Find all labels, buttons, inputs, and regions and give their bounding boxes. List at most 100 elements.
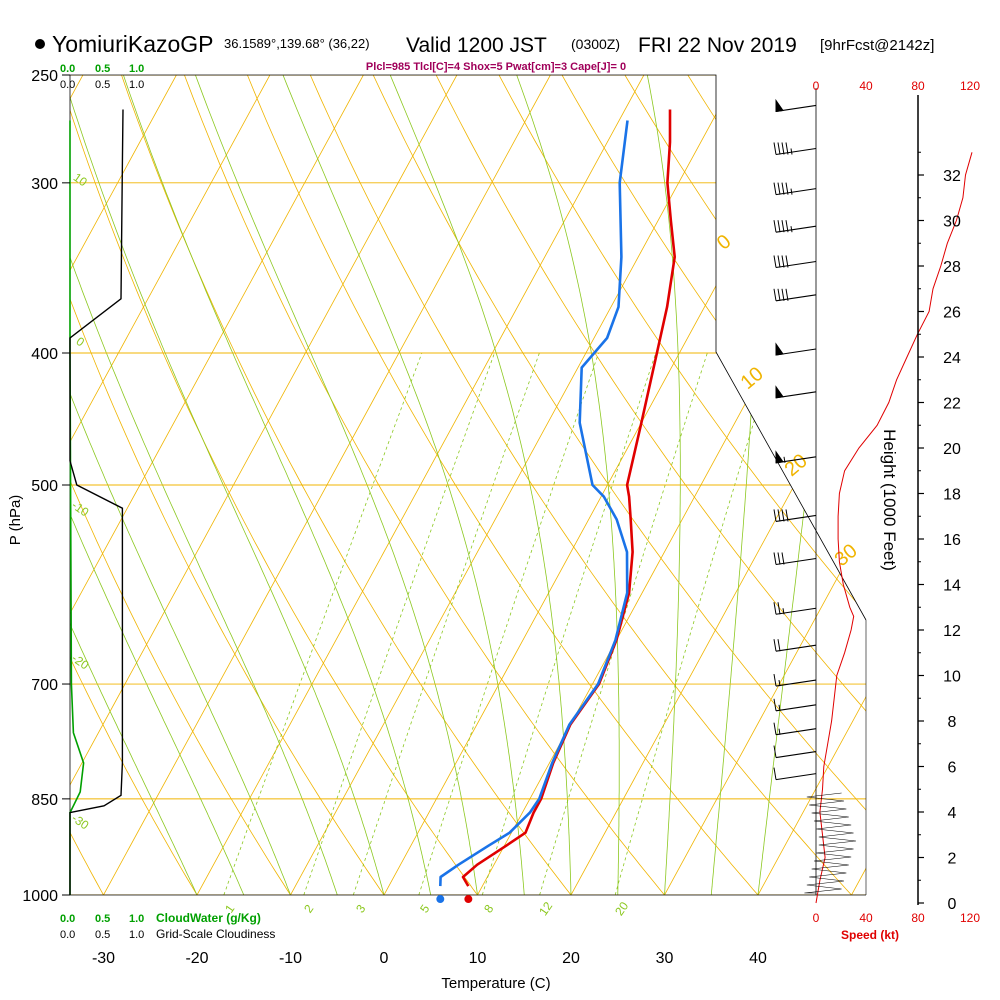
- wind-barb: [773, 552, 817, 566]
- wind-barb: [773, 142, 817, 156]
- cloudiness-tick-bottom: 0.5: [95, 929, 110, 941]
- speed-tick-top: 120: [960, 79, 980, 93]
- dry-adiabat-label: 30: [831, 540, 862, 571]
- moist-adiabat-label: 10: [71, 170, 90, 189]
- low-level-wind-trace: [804, 792, 857, 894]
- height-tick-label: 4: [948, 805, 957, 822]
- moist-adiabat: [70, 75, 385, 895]
- height-tick-label: 0: [948, 896, 957, 913]
- wind-barb-half: [778, 728, 781, 735]
- wind-barb-shaft: [775, 557, 817, 566]
- moist-adiabat-label: 0: [74, 334, 88, 349]
- wind-barb-flag: [775, 450, 784, 464]
- moist-adiabat-label: -10: [69, 498, 92, 520]
- wind-barb: [773, 288, 817, 302]
- wind-barb-full: [785, 220, 789, 233]
- temperature-tick-label: -20: [185, 950, 208, 967]
- header-valid: Valid 1200 JST: [406, 34, 547, 57]
- dry-adiabat: [299, 75, 866, 895]
- mixing-ratio-line: [539, 352, 708, 895]
- temperature-tick-label: 30: [656, 950, 674, 967]
- wind-barb-half: [790, 188, 793, 195]
- isotherm: [851, 75, 866, 895]
- dewpoint-profile: [439, 120, 629, 887]
- wind-barb-full: [777, 639, 781, 652]
- wind-barb-full: [777, 552, 781, 565]
- dry-adiabat: [0, 51, 25, 924]
- isotherm: [757, 75, 866, 895]
- dry-adiabat-label: 10: [737, 363, 768, 394]
- height-tick-label: 32: [943, 168, 961, 185]
- wind-barb-full: [777, 602, 781, 615]
- speed-tick-bottom: 80: [911, 911, 925, 925]
- wind-barb-full: [773, 220, 777, 233]
- wind-barb: [773, 220, 817, 233]
- temperature-tick-label: 40: [749, 950, 767, 967]
- pressure-tick-label: 700: [31, 677, 58, 694]
- surface-temperature-dot: [464, 895, 473, 904]
- isotherm: [70, 75, 177, 895]
- isotherm: [70, 75, 271, 895]
- speed-tick-bottom: 0: [813, 911, 820, 925]
- speed-axis-title: Speed (kt): [841, 928, 899, 942]
- wind-barb-full: [773, 745, 777, 758]
- dry-adiabat: [70, 75, 405, 895]
- wind-barb-full: [781, 509, 785, 522]
- wind-barb-full: [773, 182, 777, 195]
- wind-barb-full: [785, 288, 789, 301]
- wind-barb-shaft: [775, 644, 817, 652]
- cloudiness-tick-bottom: 1.0: [129, 929, 144, 941]
- wind-barb-shaft: [775, 704, 817, 712]
- wind-barb-flag: [775, 98, 784, 113]
- wind-barb-full: [773, 142, 777, 155]
- wind-barb-half: [790, 226, 793, 233]
- cloudiness-title: Grid-Scale Cloudiness: [156, 927, 275, 941]
- wind-barb: [773, 673, 817, 687]
- speed-tick-top: 80: [911, 79, 925, 93]
- height-tick-label: 24: [943, 350, 961, 367]
- pressure-tick-label: 300: [31, 176, 58, 193]
- wind-barb-shaft: [775, 607, 817, 615]
- wind-barb-full: [773, 509, 777, 522]
- height-tick-label: 16: [943, 532, 961, 549]
- dry-adiabat: [70, 75, 121, 895]
- wind-barb-full: [773, 602, 777, 615]
- mixing-ratio-label: 2: [301, 902, 316, 916]
- header-date: FRI 22 Nov 2019: [638, 34, 797, 57]
- wind-barb-flag: [775, 385, 784, 399]
- wind-barb: [773, 698, 817, 712]
- wind-barb-full: [781, 142, 785, 155]
- wind-barb-shaft: [775, 679, 817, 687]
- cloud-water-tick-top: 0.0: [60, 63, 75, 75]
- height-tick-label: 18: [943, 487, 961, 504]
- height-axis-title: Height (1000 Feet): [880, 429, 899, 571]
- wind-barb-full: [785, 255, 789, 268]
- speed-tick-top: 40: [859, 79, 873, 93]
- wind-barb-full: [773, 673, 777, 687]
- dry-adiabat: [175, 75, 689, 895]
- wind-barb: [773, 182, 817, 196]
- wind-barb-shaft: [775, 514, 817, 523]
- cloudiness-line: [69, 109, 124, 895]
- mixing-ratio-line: [418, 352, 599, 895]
- temperature-tick-label: 20: [562, 950, 580, 967]
- moist-adiabat: [70, 75, 291, 895]
- mixing-ratio-line: [481, 352, 657, 895]
- dry-adiabat: [112, 75, 595, 895]
- wind-barb-full: [777, 288, 781, 301]
- temperature-tick-label: -30: [92, 950, 115, 967]
- wind-barb-shaft: [775, 188, 817, 196]
- speed-tick-bottom: 40: [859, 911, 873, 925]
- wind-barb-full: [777, 509, 781, 522]
- wind-barb-half: [783, 456, 786, 463]
- mixing-ratio-line: [303, 352, 495, 895]
- temperature-tick-label: 10: [469, 950, 487, 967]
- wind-barb-full: [785, 509, 789, 522]
- wind-barb-full: [773, 639, 777, 652]
- dry-adiabat: [70, 75, 215, 895]
- cloudiness-tick-top: 0.5: [95, 79, 110, 91]
- mixing-ratio-label: 8: [481, 902, 496, 916]
- cloud-water-tick-top: 1.0: [129, 63, 144, 75]
